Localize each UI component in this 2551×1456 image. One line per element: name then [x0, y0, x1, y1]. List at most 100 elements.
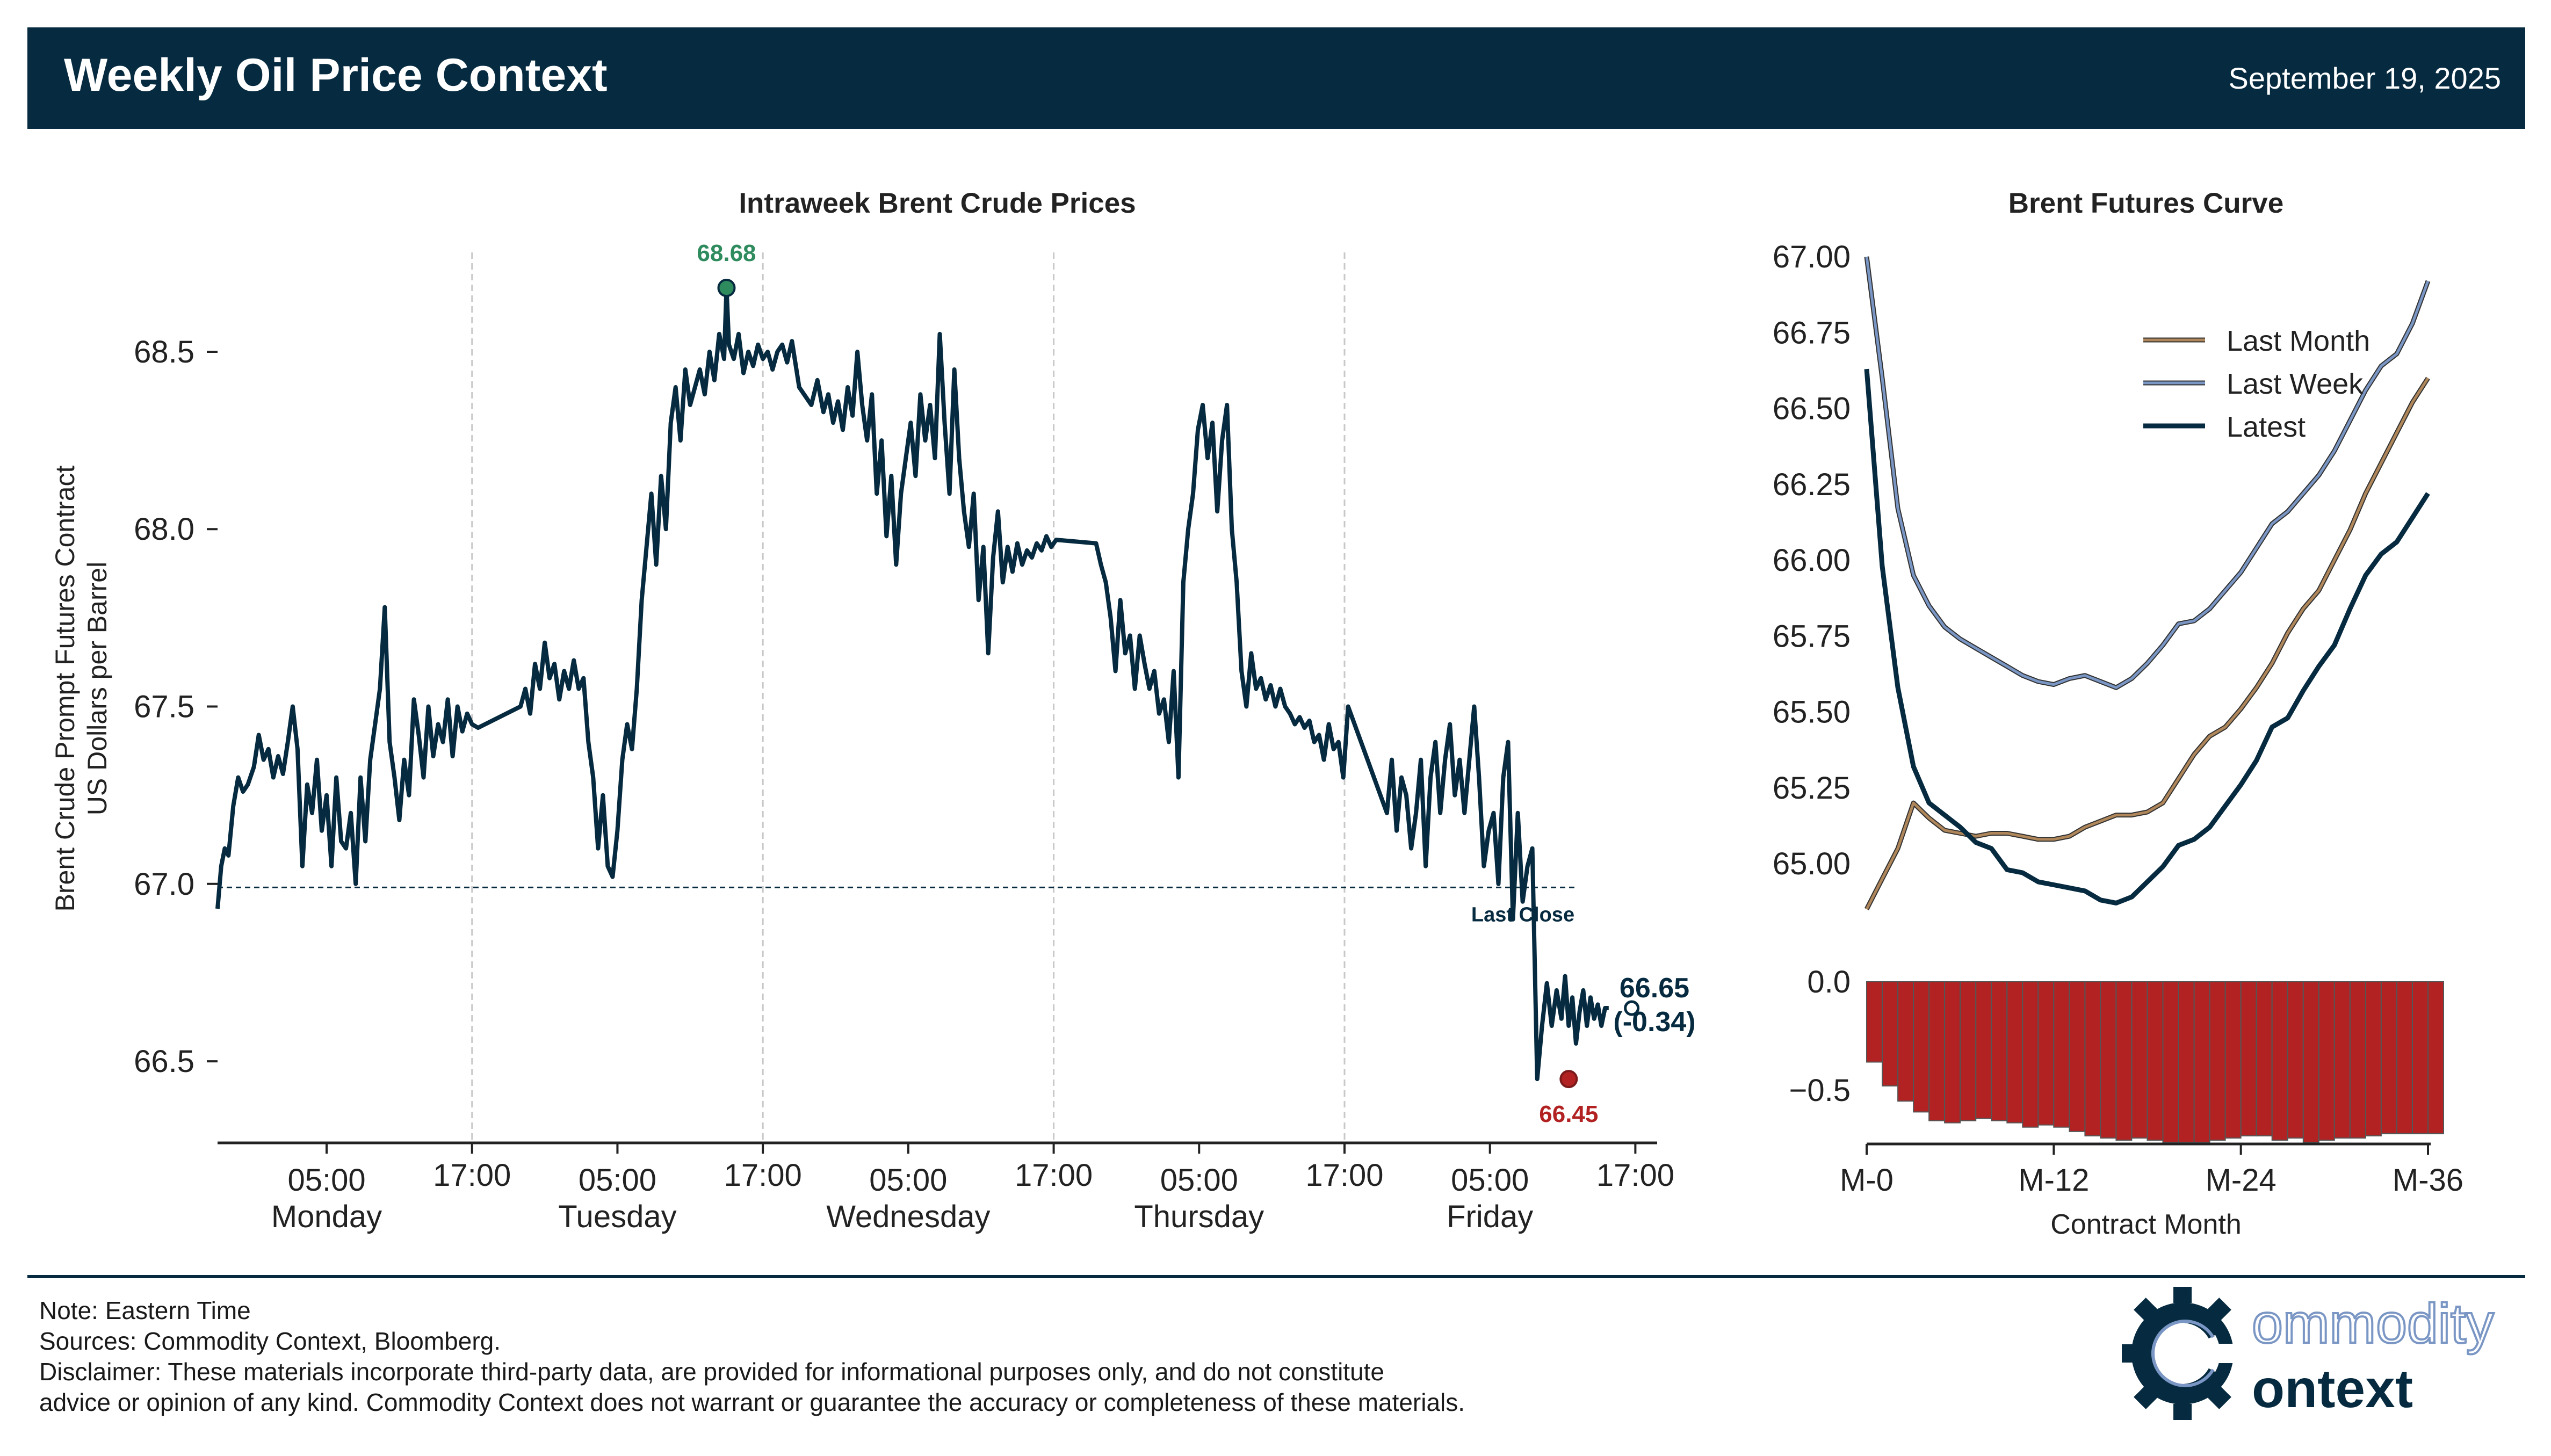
futures-ytick-label-0: 65.00: [1773, 846, 1851, 881]
diff-bar-22: [2209, 981, 2226, 1141]
intraweek-last-close: Last Close: [218, 886, 1577, 926]
low-marker: [1559, 1070, 1578, 1089]
intraweek-xtick-day-6: Thursday: [1134, 1199, 1264, 1234]
futures-ytick-label-6: 66.50: [1773, 392, 1851, 426]
diff-bar-24: [2240, 981, 2257, 1136]
diff-bar-31: [2349, 981, 2366, 1139]
diff-bar-7: [1975, 981, 1992, 1119]
high-marker: [717, 279, 736, 298]
diff-bar-1: [1882, 981, 1898, 1086]
futures-ytick-label-4: 66.00: [1773, 543, 1851, 578]
diff-bar-0: [1866, 981, 1883, 1063]
futures-curve-chart: Brent Futures Curve 65.00 65.25 65.50 65.75…: [1773, 187, 2431, 910]
footer-divider: [27, 1275, 2525, 1278]
futures-line-1: [1865, 256, 2430, 689]
futures-line-2: [1864, 368, 2430, 906]
futures-ytick-label-8: 67.00: [1773, 240, 1851, 274]
diff-bar-3: [1913, 981, 1930, 1113]
commodity-context-logo: ommodity ontext: [2122, 1287, 2495, 1420]
diff-bar-19: [2162, 981, 2179, 1143]
curve-change-y-axis: 0.0 −0.5: [1789, 965, 1851, 1108]
footer-disclaimer-1: Disclaimer: These materials incorporate …: [39, 1358, 1385, 1386]
curve-change-x-axis: M-0 M-12 M-24 M-36: [1840, 1142, 2463, 1198]
diff-ytick-label-1: −0.5: [1789, 1073, 1851, 1108]
intraweek-ytick-label-0: 66.5: [134, 1044, 194, 1079]
intraweek-y-axis: 66.5 67.0 67.5 68.0 68.5: [134, 335, 218, 1079]
curve-change-bars: [1866, 981, 2444, 1143]
diff-bar-28: [2302, 981, 2319, 1143]
intraweek-ylabel-1: Brent Crude Prompt Futures Contract: [50, 465, 80, 911]
diff-bar-15: [2100, 981, 2117, 1139]
intraweek-xtick-day-8: Friday: [1447, 1199, 1533, 1234]
intraweek-xtick-time-3: 17:00: [724, 1158, 802, 1193]
header-bar: Weekly Oil Price Context September 19, 2…: [27, 27, 2525, 129]
intraweek-price-line: [215, 286, 1609, 1082]
intraweek-xtick-time-1: 17:00: [433, 1158, 511, 1193]
diff-bar-6: [1960, 981, 1977, 1121]
intraweek-ytick-label-4: 68.5: [134, 335, 194, 370]
futures-line-outline-0: [1864, 376, 2430, 910]
report-date: September 19, 2025: [2228, 61, 2501, 95]
futures-ytick-label-7: 66.75: [1773, 315, 1851, 350]
footer-note: Note: Eastern Time: [39, 1296, 251, 1324]
diff-xtick-label-1: M-12: [2018, 1163, 2089, 1198]
low-label: 66.45: [1539, 1101, 1598, 1127]
last-change-label: (-0.34): [1613, 1006, 1695, 1038]
diff-bar-8: [1991, 981, 2008, 1121]
diff-bar-33: [2380, 981, 2397, 1134]
last-price-label: 66.65: [1620, 973, 1689, 1004]
legend-label-0: Last Month: [2227, 325, 2370, 357]
futures-ytick-label-5: 66.25: [1773, 467, 1851, 502]
diff-bar-35: [2412, 981, 2429, 1134]
legend-label-1: Last Week: [2227, 368, 2364, 400]
diff-bar-36: [2427, 981, 2444, 1134]
intraweek-xtick-time-2: 05:00: [579, 1163, 656, 1198]
intraweek-markers: 68.68 66.45 66.65(-0.34): [697, 240, 1695, 1127]
futures-ytick-label-2: 65.50: [1773, 695, 1851, 730]
diff-xtick-label-2: M-24: [2206, 1163, 2277, 1198]
intraweek-xtick-time-8: 05:00: [1451, 1163, 1529, 1198]
legend-label-2: Latest: [2227, 411, 2306, 443]
intraweek-xtick-day-4: Wednesday: [826, 1199, 990, 1234]
futures-curve-series: [1864, 256, 2431, 910]
intraweek-ytick-label-2: 67.5: [134, 690, 194, 725]
diff-bar-14: [2084, 981, 2101, 1136]
futures-ytick-label-3: 65.75: [1773, 619, 1851, 654]
diff-bar-17: [2131, 981, 2148, 1139]
diff-xtick-label-3: M-36: [2393, 1163, 2463, 1198]
diff-xtick-label-0: M-0: [1840, 1163, 1894, 1198]
last-close-label: Last Close: [1471, 903, 1574, 926]
intraweek-xtick-day-2: Tuesday: [558, 1199, 676, 1234]
diff-bar-26: [2271, 981, 2288, 1141]
last-marker: [1624, 1000, 1640, 1016]
diff-bar-20: [2178, 981, 2195, 1143]
futures-ytick-label-1: 65.25: [1773, 771, 1851, 806]
diff-bar-34: [2396, 981, 2413, 1134]
diff-bar-32: [2365, 981, 2382, 1136]
logo-word-bottom: ontext: [2252, 1359, 2413, 1419]
diff-bar-18: [2147, 981, 2164, 1141]
intraweek-xtick-time-5: 17:00: [1015, 1158, 1093, 1193]
diff-bar-25: [2256, 981, 2273, 1136]
diff-bar-29: [2318, 981, 2335, 1141]
intraweek-ytick-label-1: 67.0: [134, 867, 194, 902]
intraweek-xtick-time-6: 05:00: [1160, 1163, 1238, 1198]
diff-bar-27: [2287, 981, 2304, 1139]
futures-line-0: [1865, 377, 2430, 910]
intraweek-xtick-time-7: 17:00: [1305, 1158, 1383, 1193]
page-title: Weekly Oil Price Context: [64, 49, 608, 101]
futures-curve-title: Brent Futures Curve: [2008, 187, 2283, 219]
diff-bar-30: [2333, 981, 2351, 1139]
intraweek-xtick-day-0: Monday: [271, 1199, 382, 1234]
footer-notes: Note: Eastern Time Sources: Commodity Co…: [39, 1295, 1465, 1418]
intraweek-ylabel-2: US Dollars per Barrel: [82, 562, 112, 815]
diff-bar-10: [2022, 981, 2039, 1128]
intraweek-chart: Intraweek Brent Crude Prices Brent Crude…: [50, 187, 1696, 1234]
diff-bar-2: [1897, 981, 1914, 1102]
footer-disclaimer-2: advice or opinion of any kind. Commodity…: [39, 1388, 1465, 1416]
diff-bar-5: [1944, 981, 1961, 1124]
intraweek-gridlines: [471, 252, 1346, 1143]
logo-word-top: ommodity: [2252, 1293, 2494, 1355]
